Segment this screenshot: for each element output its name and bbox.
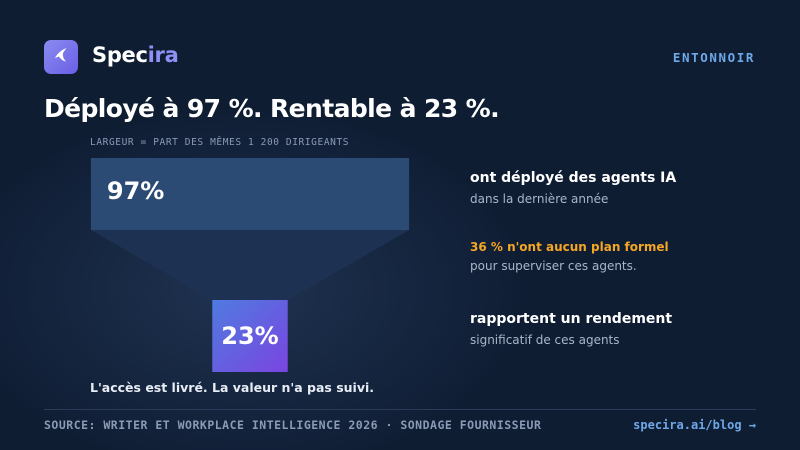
headline: Déployé à 97 %. Rentable à 23 %. xyxy=(44,94,500,123)
stage-title: ont déployé des agents IA xyxy=(470,170,677,186)
stage-detail: dans la dernière année xyxy=(470,192,609,206)
stage-description-deployed: ont déployé des agents IA dans la derniè… xyxy=(470,170,676,206)
bird-icon xyxy=(51,45,71,69)
funnel-bar-deployed xyxy=(90,158,410,230)
funnel-connector xyxy=(90,230,410,300)
funnel-caption: L'accès est livré. La valeur n'a pas sui… xyxy=(90,380,375,395)
oversight-annotation: 36 % n'ont aucun plan formel pour superv… xyxy=(470,240,669,273)
axis-note: LARGEUR = PART DES MÊMES 1 200 DIRIGEANT… xyxy=(90,137,350,148)
annotation-highlight: 36 % n'ont aucun plan formel xyxy=(470,240,669,254)
bar-label-profitable: 23% xyxy=(221,322,278,350)
section-tag: ENTONNOIR xyxy=(672,50,755,65)
annotation-detail: pour superviser ces agents. xyxy=(470,259,637,273)
blog-link[interactable]: specira.ai/blog → xyxy=(633,418,756,432)
funnel-bar-profitable xyxy=(212,300,288,372)
stage-detail: significatif de ces agents xyxy=(470,333,620,347)
brand-logo xyxy=(44,40,78,74)
stage-title: rapportent un rendement xyxy=(470,311,673,327)
stage-description-profitable: rapportent un rendement significatif de … xyxy=(470,311,672,347)
bar-label-deployed: 97% xyxy=(107,177,164,205)
source-note: SOURCE: WRITER ET WORKPLACE INTELLIGENCE… xyxy=(44,418,542,432)
footer-divider xyxy=(44,409,756,410)
brand-name: Specira xyxy=(92,43,179,67)
